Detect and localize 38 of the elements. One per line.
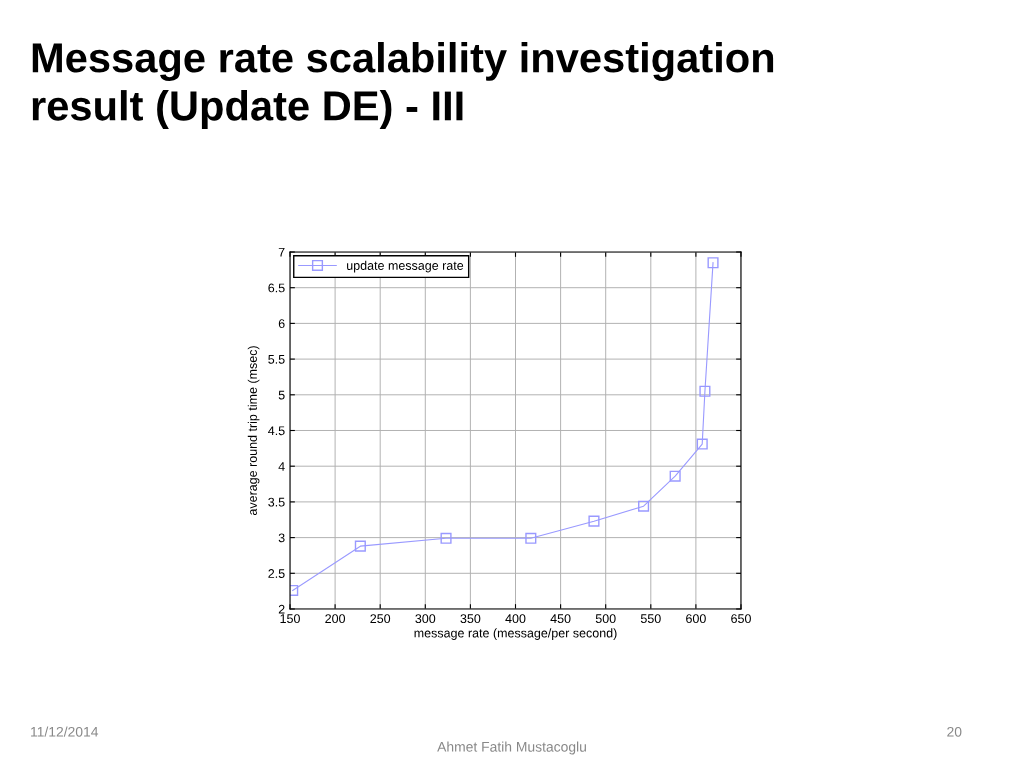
y-tick-label: 5.5: [268, 355, 285, 364]
point: [638, 500, 650, 512]
x-axis-title: message rate (message/per second): [414, 628, 617, 640]
y-tick-label: 6: [278, 319, 285, 329]
y-tick-label: 2.5: [268, 569, 285, 578]
text: 20: [947, 726, 962, 737]
y-tick-label: 2: [278, 604, 285, 614]
x-tick-label: 650: [731, 614, 751, 624]
y-tick-label: 4.5: [268, 426, 285, 436]
y-tick-label: 3.5: [268, 497, 285, 507]
point: [525, 532, 537, 544]
x-tick-label: 450: [550, 614, 571, 624]
y-tick-label: 3: [278, 533, 285, 543]
y-tick-label: 6.5: [268, 283, 285, 293]
x-tick-label: 150: [280, 614, 300, 624]
point: [440, 532, 452, 544]
x-tick-label: 350: [460, 614, 481, 624]
y-tick-label: 4: [278, 462, 285, 471]
legend-label: update message rate: [347, 260, 464, 273]
x-tick-label: 250: [370, 614, 391, 624]
x-tick-label: 200: [325, 614, 346, 624]
point: [699, 385, 711, 397]
text: 11/12/2014: [31, 726, 99, 737]
point: [696, 438, 708, 450]
point: [588, 515, 600, 527]
x-tick-label: 400: [505, 614, 526, 624]
text: Ahmet Fatih Mustacoglu: [437, 741, 586, 755]
point: [669, 470, 681, 482]
point: [707, 257, 719, 269]
point: [354, 540, 366, 552]
y-tick-label: 7: [278, 247, 285, 257]
y-tick-label: 5: [278, 390, 285, 400]
y-axis-title: average round trip time (msec): [247, 346, 260, 516]
chart-title: Message rate scalability investigation result (Update DE) - III: [32, 42, 774, 129]
x-tick-label: 600: [686, 614, 706, 624]
x-tick-label: 500: [595, 614, 616, 624]
x-tick-label: 300: [415, 614, 436, 624]
x-tick-label: 550: [640, 614, 661, 624]
